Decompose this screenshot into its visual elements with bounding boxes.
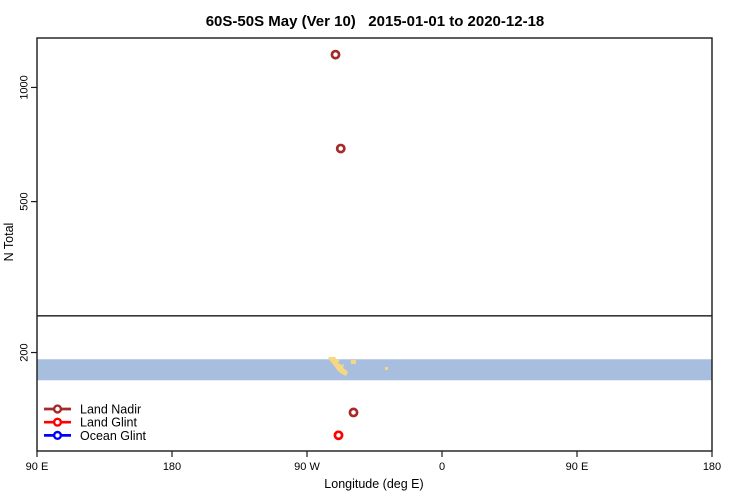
- legend-marker-land-nadir: [52, 404, 63, 414]
- y-tick-label: 500: [19, 192, 31, 210]
- legend-marker-ocean-glint: [52, 430, 63, 441]
- legend-label-land-nadir: Land Nadir: [80, 403, 141, 417]
- x-tick-label: 180: [163, 461, 181, 473]
- map-strip-land-southern-south-america: [328, 356, 348, 377]
- x-tick-label: 90 W: [294, 461, 320, 473]
- legend-label-land-glint: Land Glint: [80, 416, 138, 430]
- x-tick-label: 90 E: [26, 461, 49, 473]
- data-point-land-nadir: [335, 143, 346, 154]
- map-strip-ocean: [37, 359, 712, 381]
- data-point-land-glint: [333, 430, 344, 441]
- data-point-land-nadir: [348, 407, 359, 418]
- y-tick-label: 200: [19, 343, 31, 361]
- x-tick-label: 90 E: [566, 461, 589, 473]
- x-tick-label: 0: [439, 461, 445, 473]
- plot-frame: [36, 37, 713, 452]
- y-axis-title: N Total: [2, 223, 16, 262]
- y-tick-label: 1000: [19, 75, 31, 99]
- data-point-land-nadir: [330, 49, 341, 60]
- chart-title: 60S-50S May (Ver 10) 2015-01-01 to 2020-…: [205, 13, 545, 30]
- plot-generated-layer: 90 E 180 90 W 0 90 E 180 200 500 1000 Land NadirL…: [19, 37, 721, 473]
- map-strip-land-south-georgia: [385, 366, 388, 370]
- legend-marker-land-glint: [52, 417, 63, 427]
- legend-label-ocean-glint: Ocean Glint: [80, 429, 147, 443]
- x-tick-label: 180: [703, 461, 721, 473]
- map-strip-land-falkland-islands: [350, 359, 357, 364]
- x-axis-title: Longitude (deg E): [324, 477, 423, 491]
